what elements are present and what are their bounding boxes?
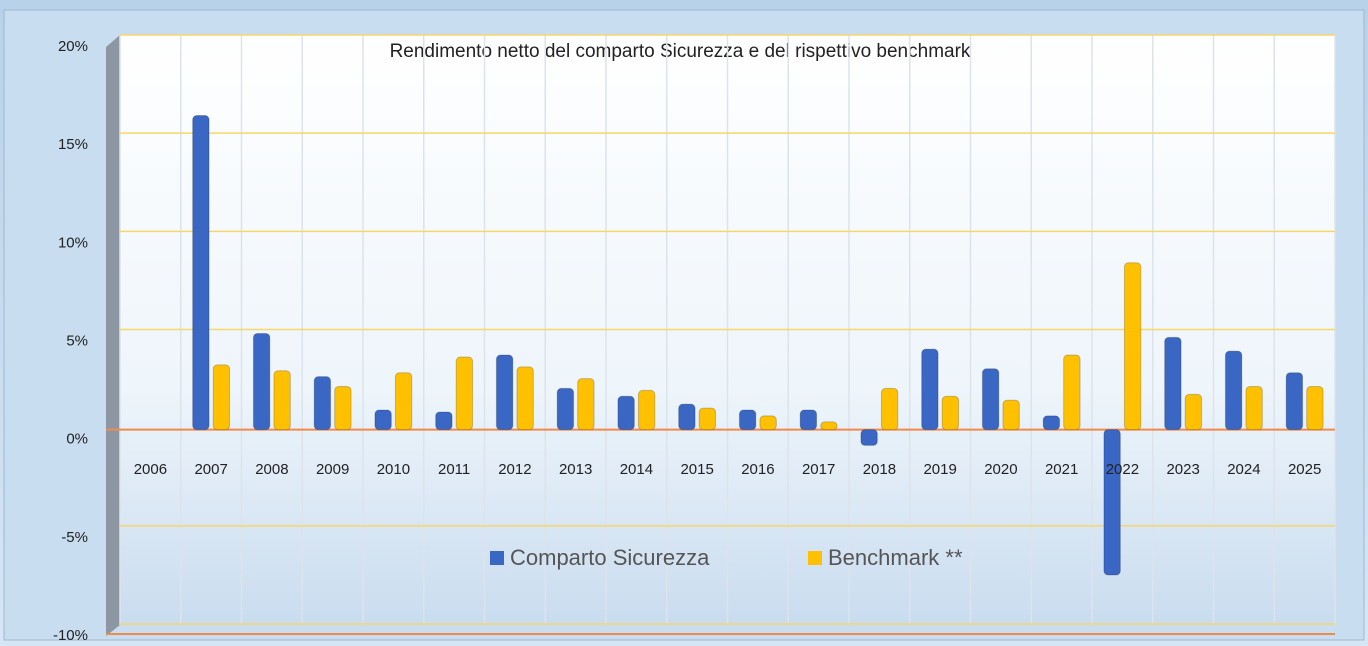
bar	[374, 409, 392, 431]
bar	[698, 407, 717, 431]
x-tick-label: 2025	[1288, 461, 1321, 478]
bar	[981, 368, 1000, 431]
bar	[394, 372, 413, 431]
x-tick-label: 2019	[923, 461, 956, 478]
x-tick-label: 2021	[1045, 461, 1078, 478]
bars	[192, 115, 1324, 576]
x-tick-label: 2020	[984, 461, 1017, 478]
bar	[455, 356, 474, 431]
x-tick-label: 2008	[255, 461, 288, 478]
bar	[820, 421, 838, 431]
x-tick-label: 2018	[863, 461, 896, 478]
y-tick-label: 15%	[58, 136, 88, 153]
x-tick-label: 2015	[680, 461, 713, 478]
bar	[1285, 372, 1304, 431]
y-tick-label: 5%	[66, 332, 88, 349]
bar	[860, 429, 878, 446]
bar	[941, 395, 960, 431]
x-tick-label: 2010	[377, 461, 410, 478]
x-tick-label: 2006	[134, 461, 167, 478]
bar	[556, 387, 575, 431]
x-tick-label: 2024	[1227, 461, 1260, 478]
bar	[1164, 336, 1182, 431]
bar	[435, 411, 453, 431]
y-tick-label: -10%	[53, 627, 88, 644]
chart-title: Rendimento netto del comparto Sicurezza …	[390, 41, 971, 62]
y-tick-label: -5%	[61, 529, 88, 546]
bar	[577, 378, 595, 431]
bar	[495, 354, 514, 431]
bar	[252, 332, 271, 431]
bar	[1103, 429, 1121, 576]
bar	[273, 370, 291, 431]
y-tick-label: 10%	[58, 234, 88, 251]
side-wall	[106, 35, 120, 636]
bar	[1123, 262, 1142, 431]
x-tick-label: 2007	[194, 461, 227, 478]
bar	[678, 403, 696, 431]
bar	[617, 395, 635, 431]
bar	[313, 376, 332, 431]
y-tick-label: 0%	[66, 431, 88, 448]
x-tick-label: 2013	[559, 461, 592, 478]
bar	[1042, 415, 1061, 431]
bar	[1306, 385, 1324, 431]
x-tick-label: 2012	[498, 461, 531, 478]
bar	[880, 387, 899, 431]
x-tick-label: 2014	[620, 461, 653, 478]
legend-label: Comparto Sicurezza	[510, 545, 710, 570]
grid	[106, 34, 1336, 635]
x-tick-label: 2022	[1106, 461, 1139, 478]
bar	[516, 366, 534, 431]
x-tick-label: 2011	[438, 461, 470, 478]
x-tick-label: 2016	[741, 461, 774, 478]
bar	[334, 385, 352, 431]
labels: -10% -5% 0% 5% 10% 15% 20% 2006 2007 2008 2009 2010…	[53, 38, 1321, 644]
bar	[921, 348, 939, 431]
bar	[212, 364, 231, 431]
bar	[1002, 399, 1020, 431]
bar	[799, 409, 818, 431]
legend-label: Benchmark **	[828, 545, 963, 570]
bar	[1063, 354, 1081, 431]
legend-swatch	[490, 551, 504, 565]
x-tick-label: 2017	[802, 461, 835, 478]
legend-swatch	[808, 551, 822, 565]
bar	[637, 389, 656, 431]
bar	[759, 415, 777, 431]
x-tick-label: 2023	[1166, 461, 1199, 478]
x-tick-label: 2009	[316, 461, 349, 478]
bar	[1224, 350, 1243, 431]
y-tick-label: 20%	[58, 38, 88, 55]
bar	[1184, 393, 1203, 431]
bar	[738, 409, 757, 431]
bar	[192, 115, 210, 431]
bar	[1245, 385, 1263, 431]
